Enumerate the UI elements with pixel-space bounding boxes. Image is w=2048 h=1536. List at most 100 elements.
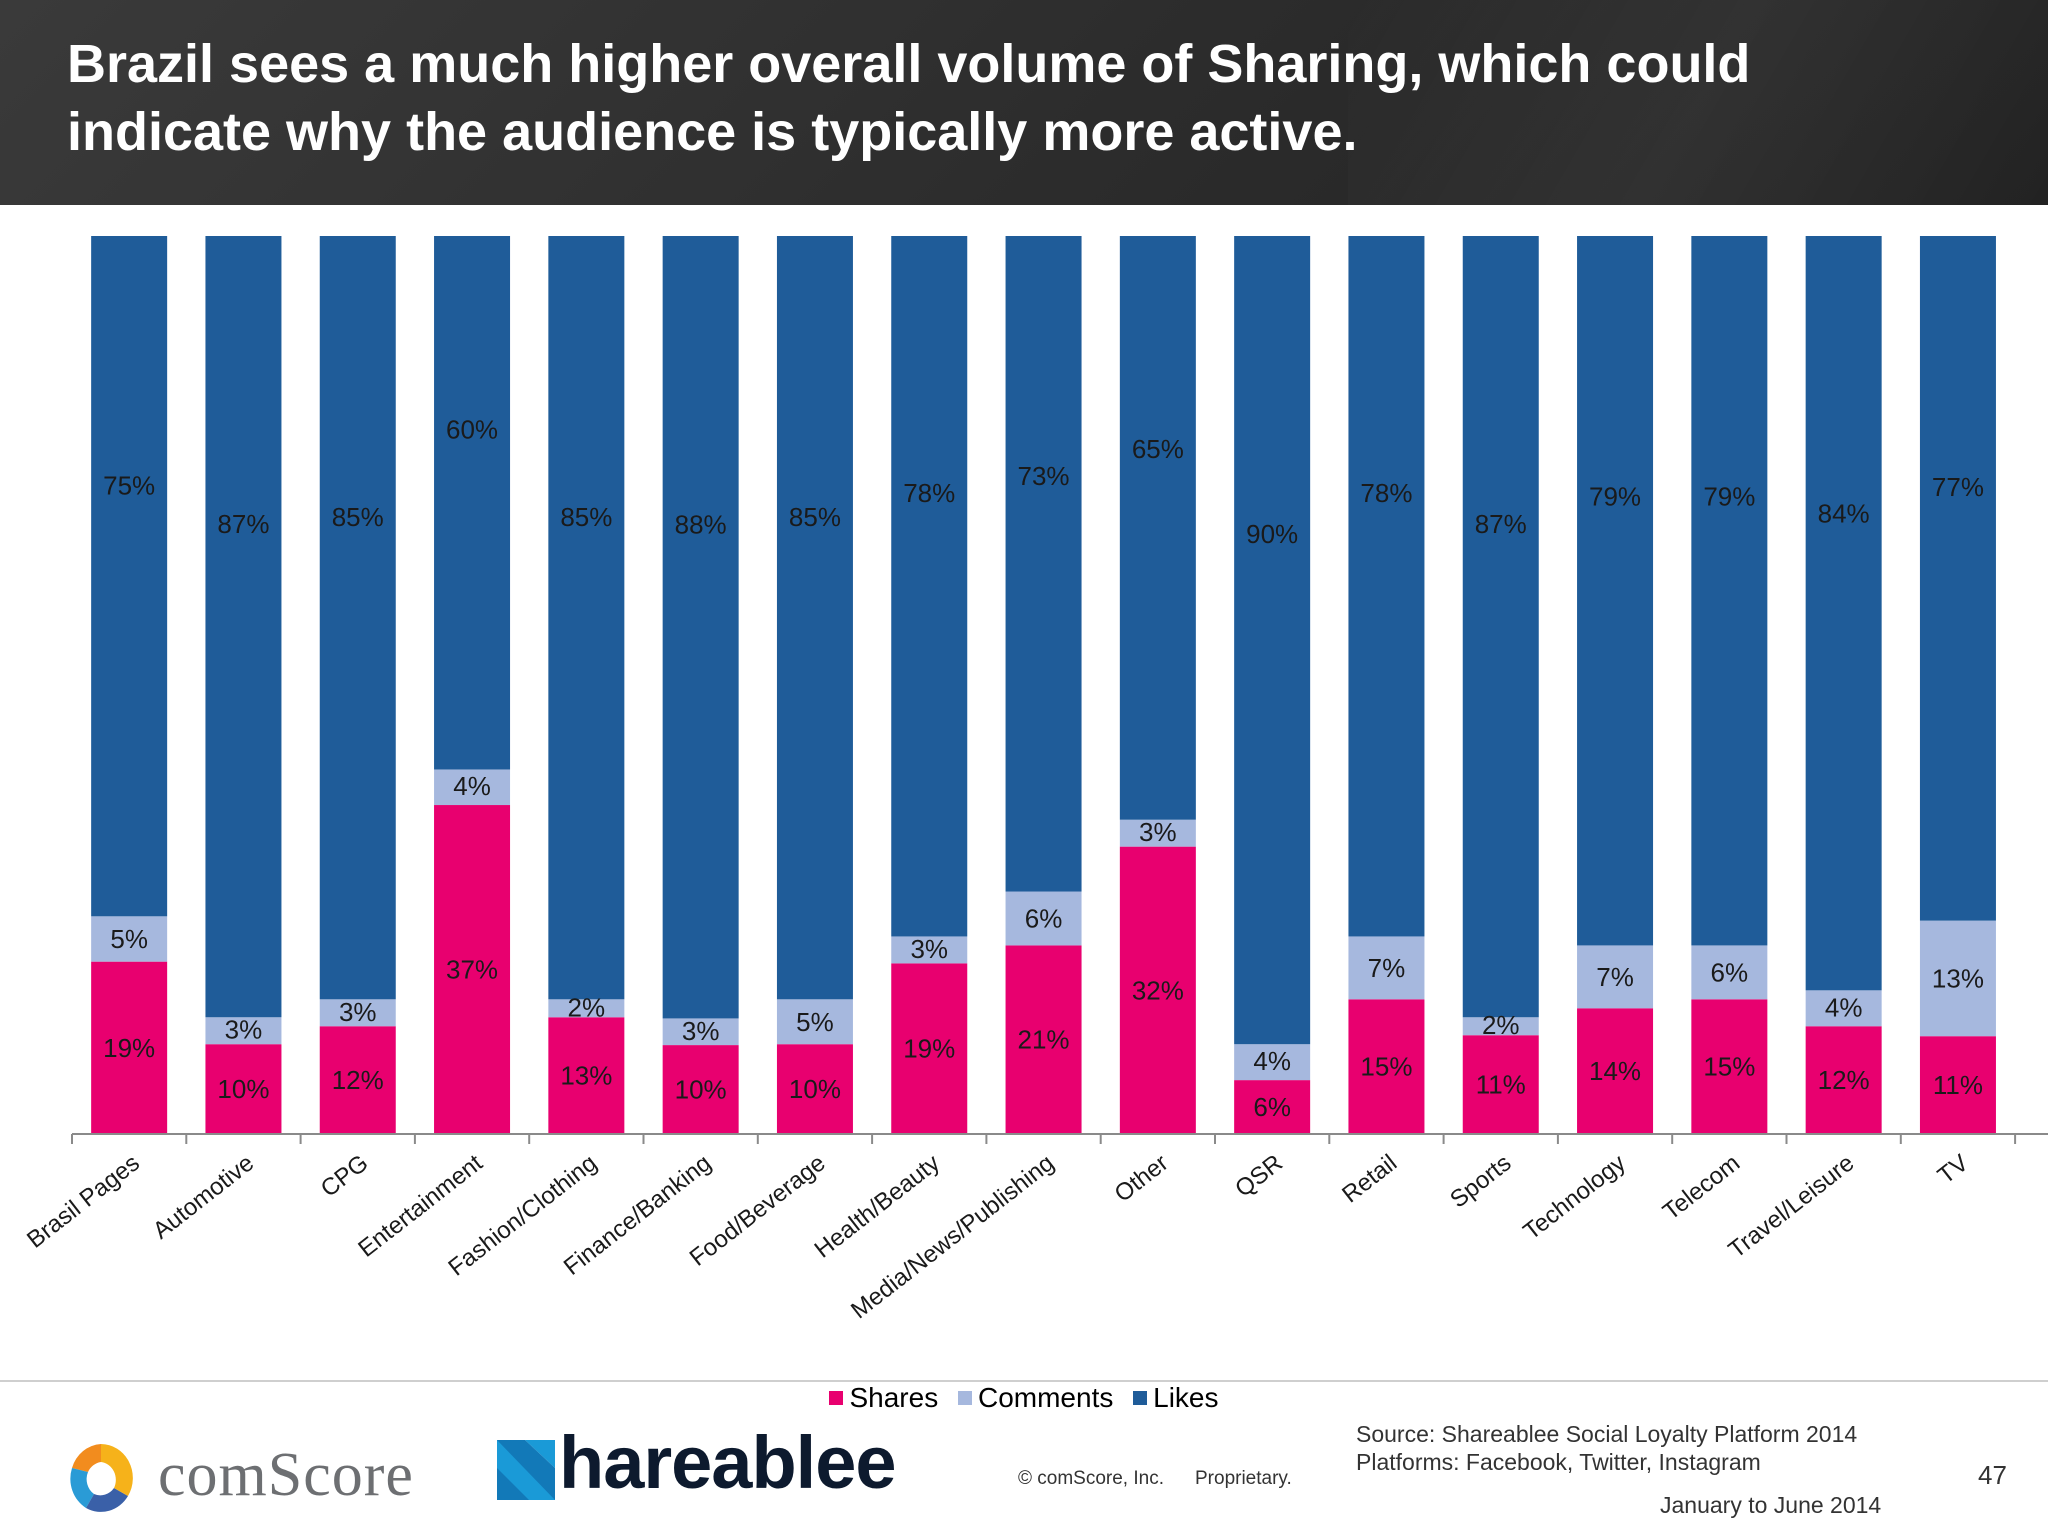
bar-comments-entertainment bbox=[434, 769, 511, 806]
slide-title: Brazil sees a much higher overall volume… bbox=[67, 34, 1751, 162]
source-note: Source: Shareablee Social Loyalty Platfo… bbox=[1356, 1420, 1857, 1476]
legend-item-shares: Shares bbox=[829, 1382, 938, 1414]
category-label-travel-leisure: Travel/Leisure bbox=[1724, 1149, 1860, 1263]
data-label-shares-sports: 11% bbox=[1476, 1070, 1526, 1100]
data-label-likes-travel-leisure: 84% bbox=[1818, 499, 1870, 529]
bar-shares-health-beauty bbox=[891, 963, 968, 1134]
data-label-comments-technology: 7% bbox=[1596, 962, 1634, 992]
page-number: 47 bbox=[1978, 1460, 2007, 1490]
data-label-shares-telecom: 15% bbox=[1703, 1052, 1755, 1082]
chart-legend: Shares Comments Likes bbox=[0, 1382, 2048, 1420]
data-label-shares-automotive: 10% bbox=[217, 1074, 269, 1104]
comscore-logo: comScore bbox=[66, 1436, 486, 1516]
bar-likes-entertainment bbox=[434, 236, 511, 770]
data-label-likes-media-news-publishing: 73% bbox=[1018, 461, 1070, 491]
data-label-comments-telecom: 6% bbox=[1711, 957, 1749, 987]
bar-comments-brasil-pages bbox=[91, 916, 168, 962]
bar-likes-retail bbox=[1348, 236, 1425, 937]
bar-shares-food-beverage bbox=[776, 1044, 853, 1134]
bars-group bbox=[91, 236, 1996, 1134]
data-label-likes-finance-banking: 88% bbox=[675, 509, 727, 539]
shareablee-logo: hareablee bbox=[495, 1421, 915, 1508]
bar-shares-tv bbox=[1919, 1036, 1996, 1134]
data-label-shares-retail: 15% bbox=[1360, 1052, 1412, 1082]
legend-label-shares: Shares bbox=[849, 1382, 939, 1413]
data-label-comments-sports: 2% bbox=[1482, 1010, 1520, 1040]
bar-comments-travel-leisure bbox=[1805, 990, 1882, 1027]
data-label-shares-health-beauty: 19% bbox=[903, 1034, 955, 1064]
proprietary-text: Proprietary. bbox=[1195, 1468, 1292, 1489]
bar-shares-other bbox=[1119, 846, 1196, 1134]
data-label-comments-media-news-publishing: 6% bbox=[1025, 903, 1063, 933]
category-label-other: Other bbox=[1110, 1149, 1174, 1207]
data-label-shares-tv: 11% bbox=[1933, 1070, 1983, 1100]
data-label-comments-travel-leisure: 4% bbox=[1825, 992, 1863, 1022]
bar-likes-telecom bbox=[1691, 236, 1768, 946]
legend-label-comments: Comments bbox=[977, 1382, 1114, 1413]
bar-comments-media-news-publishing bbox=[1005, 891, 1082, 946]
data-label-shares-other: 32% bbox=[1132, 975, 1184, 1005]
footer: comScore hareablee © comScore, Inc. Prop… bbox=[0, 1420, 2048, 1536]
bar-shares-travel-leisure bbox=[1805, 1026, 1882, 1134]
bar-likes-other bbox=[1119, 236, 1196, 820]
bar-comments-technology bbox=[1577, 945, 1654, 1009]
category-label-tv: TV bbox=[1933, 1149, 1974, 1189]
data-label-likes-automotive: 87% bbox=[217, 509, 269, 539]
shareablee-s-mark-icon bbox=[497, 1440, 555, 1500]
x-axis-ticks-group bbox=[71, 1134, 2017, 1144]
bar-likes-food-beverage bbox=[776, 236, 853, 1000]
bar-comments-cpg bbox=[319, 999, 396, 1027]
bar-shares-fashion-clothing bbox=[548, 1017, 625, 1134]
comscore-mark-icon bbox=[70, 1444, 133, 1512]
bar-comments-telecom bbox=[1691, 945, 1768, 1000]
bar-likes-automotive bbox=[205, 236, 282, 1018]
category-label-brasil-pages: Brasil Pages bbox=[22, 1149, 145, 1253]
bar-likes-finance-banking bbox=[662, 236, 739, 1019]
category-label-qsr: QSR bbox=[1230, 1149, 1288, 1202]
data-label-shares-media-news-publishing: 21% bbox=[1018, 1025, 1070, 1055]
bar-likes-health-beauty bbox=[891, 236, 968, 937]
data-label-shares-travel-leisure: 12% bbox=[1818, 1065, 1870, 1095]
bar-shares-sports bbox=[1462, 1035, 1539, 1134]
stacked-bar-chart: 19% 5% 75% 10% 3% 87% 12% 3% 85% 37% 4% 60% 13% 2% 85%… bbox=[22, 236, 2048, 1324]
data-label-comments-food-beverage: 5% bbox=[796, 1007, 834, 1037]
bar-comments-health-beauty bbox=[891, 936, 968, 964]
comscore-wordmark: comScore bbox=[158, 1441, 414, 1509]
data-label-likes-cpg: 85% bbox=[332, 502, 384, 532]
bar-shares-qsr bbox=[1234, 1080, 1311, 1134]
data-label-shares-technology: 14% bbox=[1589, 1056, 1641, 1086]
bar-likes-qsr bbox=[1234, 236, 1311, 1045]
data-label-comments-brasil-pages: 5% bbox=[110, 924, 148, 954]
legend-swatch-shares bbox=[829, 1390, 844, 1405]
date-range: January to June 2014 bbox=[1660, 1492, 1882, 1518]
bar-comments-other bbox=[1119, 819, 1196, 847]
bar-comments-automotive bbox=[205, 1017, 282, 1045]
category-label-technology: Technology bbox=[1518, 1149, 1630, 1245]
data-label-comments-cpg: 3% bbox=[339, 997, 377, 1027]
data-label-likes-fashion-clothing: 85% bbox=[560, 502, 612, 532]
bar-shares-brasil-pages bbox=[91, 961, 168, 1134]
category-label-media-news-publishing: Media/News/Publishing bbox=[846, 1149, 1059, 1324]
bar-likes-travel-leisure bbox=[1805, 236, 1882, 991]
shareablee-wordmark: hareablee bbox=[559, 1421, 897, 1504]
data-label-shares-entertainment: 37% bbox=[446, 955, 498, 985]
legend-swatch-comments bbox=[957, 1390, 972, 1405]
legend-label-likes: Likes bbox=[1153, 1382, 1219, 1413]
bar-shares-automotive bbox=[205, 1044, 282, 1134]
bar-likes-brasil-pages bbox=[91, 236, 168, 917]
bar-likes-technology bbox=[1577, 236, 1654, 946]
legend-swatch-likes bbox=[1133, 1390, 1148, 1405]
footer-divider bbox=[0, 1380, 2048, 1382]
bar-comments-fashion-clothing bbox=[548, 999, 625, 1018]
bar-comments-food-beverage bbox=[776, 999, 853, 1045]
source-line-1: Source: Shareablee Social Loyalty Platfo… bbox=[1356, 1421, 1858, 1447]
bar-comments-retail bbox=[1348, 936, 1425, 1000]
bar-likes-fashion-clothing bbox=[548, 236, 625, 1000]
data-label-likes-other: 65% bbox=[1132, 434, 1184, 464]
bar-shares-cpg bbox=[319, 1026, 396, 1134]
data-label-likes-retail: 78% bbox=[1360, 478, 1412, 508]
bar-shares-technology bbox=[1577, 1008, 1654, 1134]
legend-item-comments: Comments bbox=[957, 1382, 1114, 1414]
data-label-likes-health-beauty: 78% bbox=[903, 478, 955, 508]
data-label-comments-finance-banking: 3% bbox=[682, 1016, 720, 1046]
